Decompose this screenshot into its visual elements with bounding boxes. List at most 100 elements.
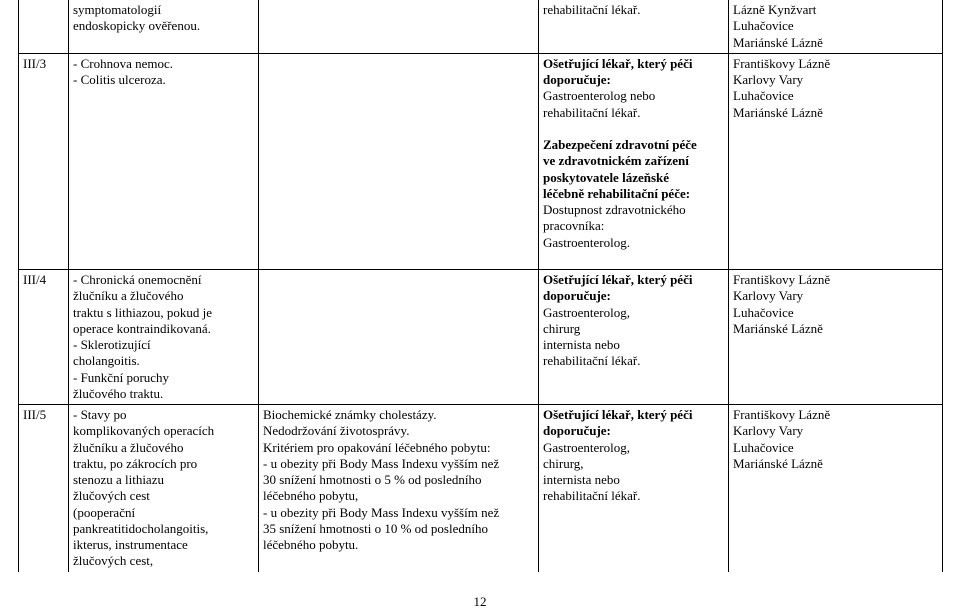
text: Františkovy Lázně xyxy=(733,56,830,71)
text: žlučových cest, xyxy=(73,553,153,568)
text: žlučníku a žlučového xyxy=(73,288,183,303)
text: traktu s lithiazou, pokud je xyxy=(73,305,212,320)
text: symptomatologií xyxy=(73,2,161,17)
text: Luhačovice xyxy=(733,18,794,33)
text: - Colitis ulceroza. xyxy=(73,72,166,87)
cell-locations: Lázně Kynžvart Luhačovice Mariánské Lázn… xyxy=(729,0,943,53)
text: Biochemické známky cholestázy. xyxy=(263,407,437,422)
cell-desc: - Crohnova nemoc. - Colitis ulceroza. xyxy=(69,53,259,269)
text: Luhačovice xyxy=(733,305,794,320)
heading: doporučuje: xyxy=(543,423,611,438)
text: Karlovy Vary xyxy=(733,288,803,303)
text: Nedodržování životosprávy. xyxy=(263,423,409,438)
heading: Ošetřující lékař, který péči xyxy=(543,407,692,422)
text: chirurg, xyxy=(543,456,584,471)
cell-criteria xyxy=(259,53,539,269)
text: operace kontraindikovaná. xyxy=(73,321,211,336)
cell-criteria xyxy=(259,0,539,53)
text: - Sklerotizující xyxy=(73,337,151,352)
cell-physician: rehabilitační lékař. xyxy=(539,0,729,53)
table-row: III/4 - Chronická onemocnění žlučníku a … xyxy=(19,270,943,405)
text: Luhačovice xyxy=(733,440,794,455)
cell-desc: - Stavy po komplikovaných operacích žluč… xyxy=(69,405,259,572)
text: internista nebo xyxy=(543,472,620,487)
text: Mariánské Lázně xyxy=(733,321,823,336)
cell-physician: Ošetřující lékař, který péči doporučuje:… xyxy=(539,270,729,405)
heading: poskytovatele lázeňské xyxy=(543,170,669,185)
text: rehabilitační lékař. xyxy=(543,105,640,120)
text: traktu, po zákrocích pro xyxy=(73,456,197,471)
text: rehabilitační lékař. xyxy=(543,353,640,368)
text: Dostupnost zdravotnického xyxy=(543,202,686,217)
text: léčebného pobytu. xyxy=(263,537,358,552)
text: endoskopicky ověřenou. xyxy=(73,18,200,33)
text: žlučníku a žlučového xyxy=(73,440,183,455)
table-row: III/5 - Stavy po komplikovaných operacíc… xyxy=(19,405,943,572)
text: Františkovy Lázně xyxy=(733,407,830,422)
page-number: 12 xyxy=(0,594,960,610)
text: internista nebo xyxy=(543,337,620,352)
table-row: symptomatologií endoskopicky ověřenou. r… xyxy=(19,0,943,53)
document-page: symptomatologií endoskopicky ověřenou. r… xyxy=(0,0,960,616)
code: III/5 xyxy=(23,407,46,422)
text: Gastroenterolog, xyxy=(543,305,630,320)
text: Luhačovice xyxy=(733,88,794,103)
text: rehabilitační lékař. xyxy=(543,2,640,17)
text: Kritériem pro opakování léčebného pobytu… xyxy=(263,440,490,455)
text: Lázně Kynžvart xyxy=(733,2,816,17)
cell-locations: Františkovy Lázně Karlovy Vary Luhačovic… xyxy=(729,53,943,269)
text: rehabilitační lékař. xyxy=(543,488,640,503)
text: ikterus, instrumentace xyxy=(73,537,188,552)
cell-locations: Františkovy Lázně Karlovy Vary Luhačovic… xyxy=(729,270,943,405)
heading: doporučuje: xyxy=(543,288,611,303)
text: žlučových cest xyxy=(73,488,150,503)
cell-code: III/3 xyxy=(19,53,69,269)
heading: ve zdravotnickém zařízení xyxy=(543,153,689,168)
text: Gastroenterolog nebo xyxy=(543,88,655,103)
text: (pooperační xyxy=(73,505,135,520)
cell-physician: Ošetřující lékař, který péči doporučuje:… xyxy=(539,53,729,269)
text: Karlovy Vary xyxy=(733,423,803,438)
cell-code xyxy=(19,0,69,53)
text: komplikovaných operacích xyxy=(73,423,214,438)
cell-criteria xyxy=(259,270,539,405)
text: Mariánské Lázně xyxy=(733,456,823,471)
text: 30 snížení hmotnosti o 5 % od posledního xyxy=(263,472,481,487)
code: III/3 xyxy=(23,56,46,71)
heading: Zabezpečení zdravotní péče xyxy=(543,137,697,152)
text: Gastroenterolog, xyxy=(543,440,630,455)
text: cholangoitis. xyxy=(73,353,140,368)
text: Gastroenterolog. xyxy=(543,235,630,250)
text: pracovníka: xyxy=(543,218,604,233)
table-row: III/3 - Crohnova nemoc. - Colitis ulcero… xyxy=(19,53,943,269)
text: - Crohnova nemoc. xyxy=(73,56,173,71)
heading: Ošetřující lékař, který péči xyxy=(543,56,692,71)
text: žlučového traktu. xyxy=(73,386,163,401)
text: Karlovy Vary xyxy=(733,72,803,87)
cell-locations: Františkovy Lázně Karlovy Vary Luhačovic… xyxy=(729,405,943,572)
text: chirurg xyxy=(543,321,580,336)
cell-desc: symptomatologií endoskopicky ověřenou. xyxy=(69,0,259,53)
text: - Stavy po xyxy=(73,407,126,422)
text: Mariánské Lázně xyxy=(733,105,823,120)
text: léčebného pobytu, xyxy=(263,488,358,503)
cell-desc: - Chronická onemocnění žlučníku a žlučov… xyxy=(69,270,259,405)
cell-criteria: Biochemické známky cholestázy. Nedodržov… xyxy=(259,405,539,572)
cell-code: III/4 xyxy=(19,270,69,405)
cell-physician: Ošetřující lékař, který péči doporučuje:… xyxy=(539,405,729,572)
cell-code: III/5 xyxy=(19,405,69,572)
text: - u obezity při Body Mass Indexu vyšším … xyxy=(263,456,499,471)
text: pankreatitidocholangoitis, xyxy=(73,521,208,536)
heading: doporučuje: xyxy=(543,72,611,87)
heading: Ošetřující lékař, který péči xyxy=(543,272,692,287)
text: - Chronická onemocnění xyxy=(73,272,202,287)
heading: léčebně rehabilitační péče: xyxy=(543,186,690,201)
code: III/4 xyxy=(23,272,46,287)
text: Františkovy Lázně xyxy=(733,272,830,287)
text: - Funkční poruchy xyxy=(73,370,169,385)
text: Mariánské Lázně xyxy=(733,35,823,50)
text: stenozu a lithiazu xyxy=(73,472,164,487)
text: 35 snížení hmotnosti o 10 % od posledníh… xyxy=(263,521,488,536)
text: - u obezity při Body Mass Indexu vyšším … xyxy=(263,505,499,520)
data-table: symptomatologií endoskopicky ověřenou. r… xyxy=(18,0,943,572)
